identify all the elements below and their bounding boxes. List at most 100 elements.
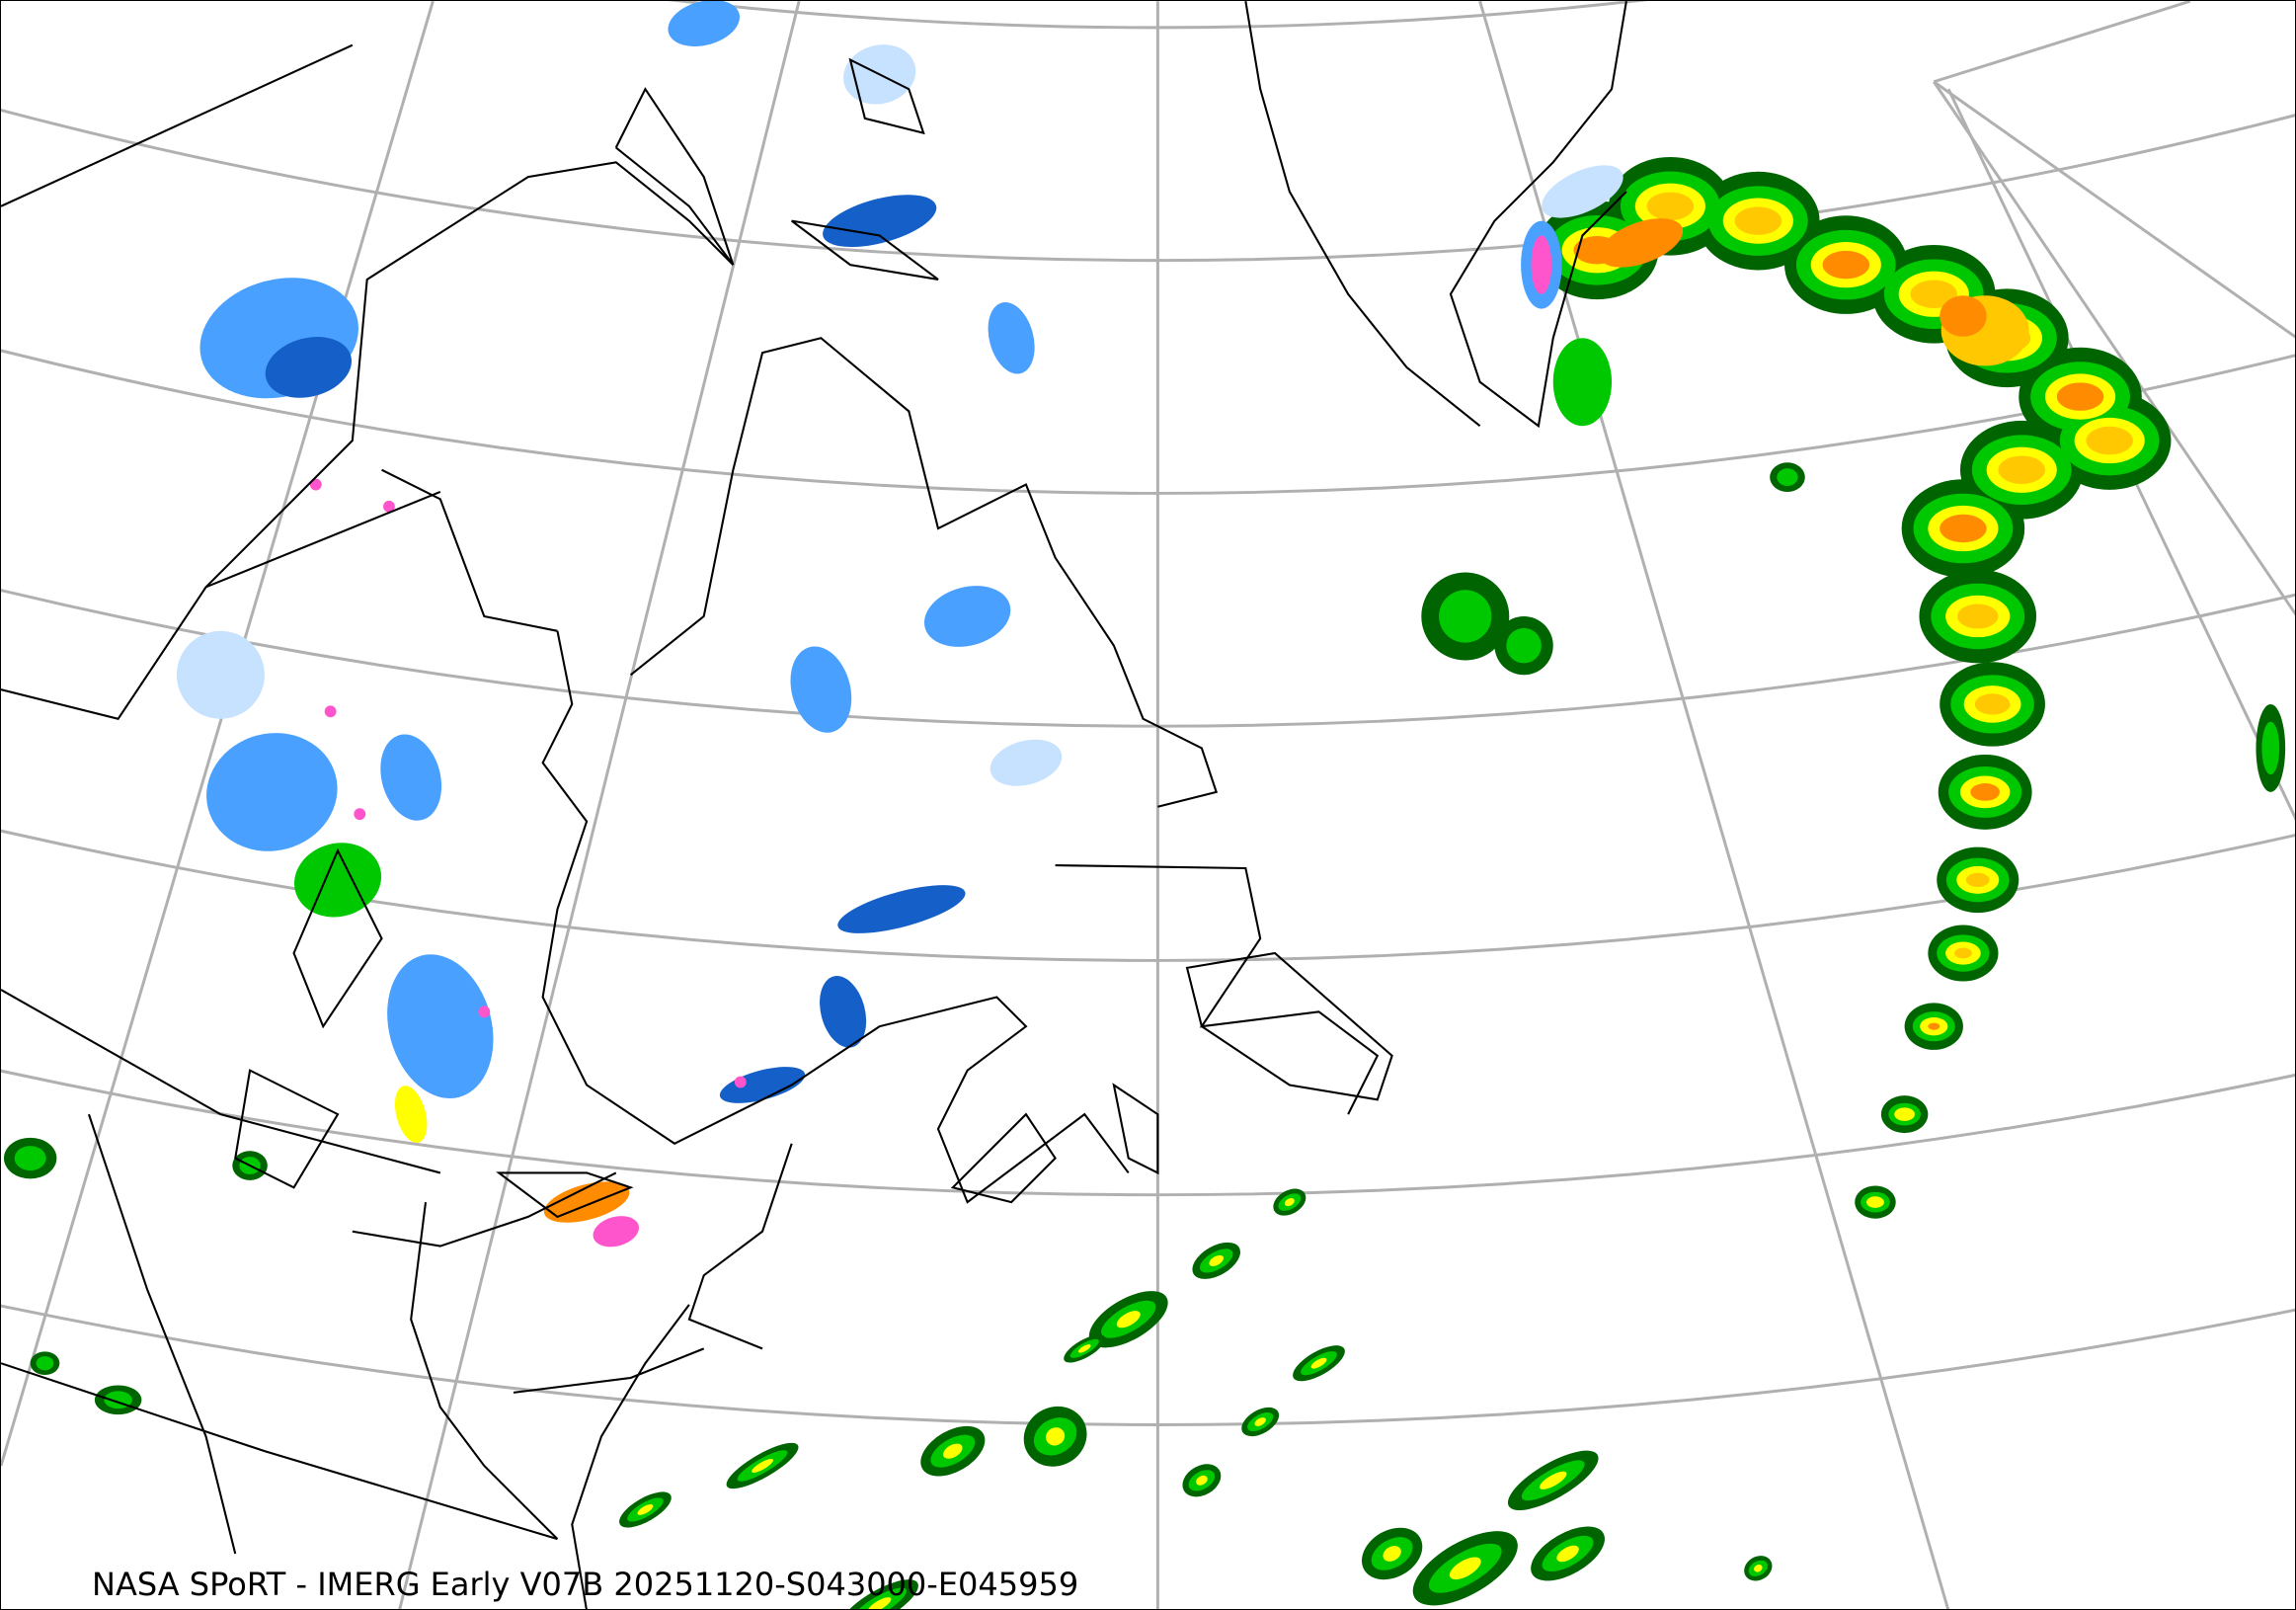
coastline <box>292 847 383 1029</box>
coastline <box>496 1171 634 1219</box>
precip-cell <box>1910 280 1957 309</box>
precip-cell <box>988 301 1035 374</box>
precip-cell <box>1540 1471 1567 1489</box>
precip-cell <box>1940 514 1987 543</box>
coastline <box>1 1362 558 1541</box>
precip-cell <box>1822 250 1870 280</box>
precip-cell <box>1383 1546 1401 1562</box>
coastline <box>629 337 1219 808</box>
map-caption: NASA SPoRT - IMERG Early V07B 20251120-S… <box>92 1566 1079 1603</box>
precip-cell <box>1734 206 1782 235</box>
precip-cell <box>14 1146 46 1171</box>
meridian-line <box>1933 80 2295 616</box>
precip-cell <box>1940 295 1987 337</box>
coastline <box>352 1171 617 1248</box>
precip-cell <box>593 1216 640 1248</box>
precip-cell <box>1449 1557 1481 1580</box>
precip-cell <box>1928 1022 1940 1030</box>
precip-cell <box>478 1006 491 1018</box>
precip-cell <box>1970 783 2000 801</box>
precip-cell <box>1556 1545 1579 1563</box>
precip-cell <box>1284 1198 1295 1207</box>
coastline <box>1 490 441 720</box>
precip-cell <box>1310 1357 1327 1369</box>
precip-cell <box>206 733 338 851</box>
coastline <box>204 161 735 589</box>
coastline <box>687 1143 793 1350</box>
coastline <box>1244 1 1481 428</box>
coastline <box>1055 864 1380 1115</box>
precip-cell <box>1046 1427 1066 1446</box>
precip-cell <box>265 337 353 398</box>
coastline <box>950 1112 1057 1204</box>
precip-cell <box>923 586 1011 647</box>
coastline <box>1185 951 1393 1101</box>
precip-cell <box>1954 947 1972 959</box>
precip-cell <box>176 630 265 719</box>
precip-cell <box>719 1067 806 1103</box>
precip-cell <box>943 1443 963 1459</box>
precip-cell <box>1974 693 2011 715</box>
precip-cell <box>790 646 852 733</box>
meridian-line <box>1933 80 2295 339</box>
coastline <box>1449 1 1627 429</box>
precip-cell <box>637 1504 654 1515</box>
precip-cell <box>1646 192 1695 221</box>
coastline <box>1 989 441 1174</box>
coastline <box>234 1069 340 1189</box>
coastline <box>410 1201 559 1540</box>
precip-cell <box>309 478 322 491</box>
precip-cell <box>2086 426 2133 455</box>
precip-cell <box>1754 1564 1763 1572</box>
precip-cell <box>324 705 337 718</box>
precip-cell <box>1196 1475 1208 1486</box>
meridian-line <box>398 1 801 1609</box>
coastline <box>614 87 735 266</box>
coastline <box>791 219 939 281</box>
precip-cell <box>1439 590 1492 643</box>
precip-cell <box>734 1076 747 1088</box>
precip-cell <box>990 739 1063 786</box>
precip-cell <box>1116 1311 1141 1328</box>
coastline <box>381 468 558 632</box>
precip-cell <box>36 1356 54 1371</box>
precip-cell <box>1866 1196 1884 1208</box>
precip-cell <box>383 500 395 513</box>
precip-cell <box>1599 218 1684 268</box>
precip-cell <box>354 808 366 821</box>
precip-cell <box>1956 604 1999 629</box>
precip-cell <box>2056 382 2104 411</box>
precip-cell <box>820 976 867 1048</box>
precipitation-layer <box>3 1 2286 1609</box>
coastline <box>87 1113 237 1555</box>
precip-cell <box>543 1181 630 1223</box>
meridian-line <box>1 1 435 1467</box>
precip-cell <box>1077 1344 1091 1353</box>
coastline <box>848 57 925 135</box>
precip-cell <box>668 1 741 46</box>
coastline <box>541 630 1130 1204</box>
precip-cell <box>1552 338 1613 427</box>
precip-cell <box>1531 235 1552 294</box>
precip-cell <box>752 1459 773 1473</box>
precip-cell <box>867 1597 892 1609</box>
precip-cell <box>1254 1417 1266 1426</box>
precip-cell <box>1998 455 2045 484</box>
precip-cell <box>380 734 442 821</box>
precip-cell <box>387 954 494 1099</box>
precip-cell <box>294 843 382 918</box>
latitude-line <box>674 1 1640 29</box>
precip-cell <box>2261 721 2280 775</box>
precip-cell <box>394 1086 428 1144</box>
precip-cell <box>1777 468 1798 487</box>
precip-cell <box>837 885 966 933</box>
precip-cell <box>1965 872 1990 887</box>
meridian-line <box>1933 1 2191 84</box>
latitude-line <box>1 107 2295 261</box>
coastline <box>1112 1083 1159 1175</box>
precip-cell <box>1506 627 1542 664</box>
precip-cell <box>1542 165 1623 218</box>
coastline <box>571 1304 690 1609</box>
